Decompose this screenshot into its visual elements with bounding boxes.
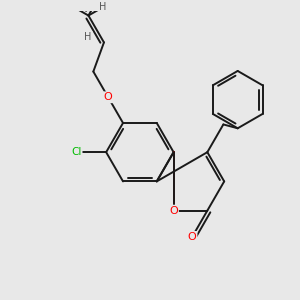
Text: H: H [99,2,107,12]
Text: Cl: Cl [71,147,82,157]
Text: O: O [104,92,112,102]
Text: H: H [84,32,92,42]
Text: O: O [169,206,178,216]
Text: O: O [188,232,197,242]
